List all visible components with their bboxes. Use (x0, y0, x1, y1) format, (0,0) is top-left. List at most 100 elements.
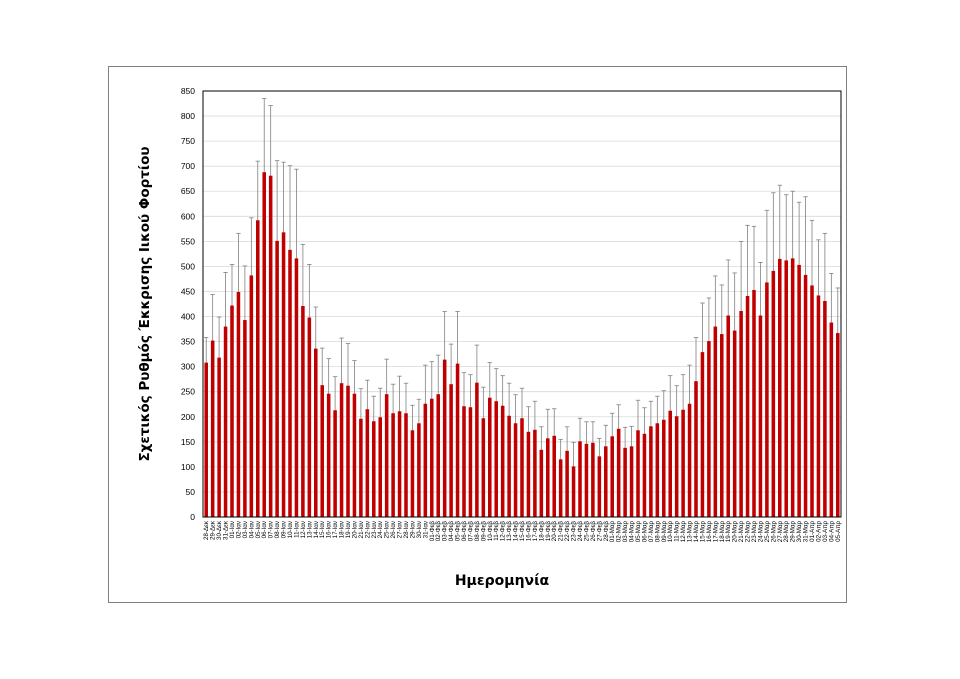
bar (268, 175, 273, 517)
x-tick-label: 02-Φεβ (435, 521, 442, 542)
bar (475, 382, 479, 517)
y-tick-label: 350 (181, 337, 195, 347)
x-tick-label: 14-Μαρ (693, 521, 700, 543)
bars (204, 172, 840, 518)
bar (513, 423, 518, 517)
y-tick-label: 650 (181, 186, 195, 196)
x-tick-label: 21-Φεβ (558, 521, 565, 542)
x-tick-label: 05-Ιαν (255, 521, 262, 538)
x-tick-label: 28-Μαρ (783, 521, 790, 543)
bar (410, 430, 415, 517)
y-tick-label: 700 (181, 161, 195, 171)
bar (836, 333, 840, 517)
x-tick-label: 31-Δεκ (223, 520, 230, 540)
x-tick-label: 22-Μαρ (745, 521, 752, 543)
x-tick-label: 22-Ιαν (364, 521, 371, 538)
bar (597, 456, 602, 517)
bar (314, 348, 318, 517)
x-tick-label: 09-Φεβ (480, 521, 487, 542)
y-tick-label: 450 (181, 286, 195, 296)
bar (623, 447, 627, 517)
bar (784, 260, 788, 517)
bar (546, 438, 550, 517)
bar (732, 330, 737, 517)
x-tick-label: 29-Ιαν (409, 521, 416, 538)
bar (649, 426, 653, 517)
x-tick-label: 04-Μαρ (629, 521, 636, 543)
bar (829, 322, 834, 517)
bar (629, 446, 634, 517)
x-tick-label: 29-Μαρ (790, 521, 797, 543)
x-tick-label: 04-Ιαν (248, 521, 255, 538)
bar (816, 295, 821, 517)
x-tick-label: 03-Μαρ (622, 521, 629, 543)
bar (384, 394, 389, 517)
x-tick-label: 31-Μαρ (803, 521, 810, 543)
x-tick-label: 27-Φεβ (596, 521, 603, 542)
bar (713, 326, 718, 517)
bar-chart: 0 50 100 150 200 250 300 350 400 450 500 550 600 650 7… (137, 86, 842, 589)
x-tick-label: 28-Φεβ (603, 521, 610, 542)
bar (520, 418, 524, 517)
x-tick-label: 23-Ιαν (371, 521, 378, 538)
bar (700, 352, 705, 517)
bar (662, 419, 666, 517)
bar (468, 407, 473, 517)
bar (462, 406, 466, 517)
bar (430, 398, 434, 517)
x-tick-label: 27-Μαρ (777, 521, 784, 543)
x-tick-label: 23-Μαρ (751, 521, 758, 543)
x-tick-label: 08-Φεβ (474, 521, 481, 542)
bar (726, 315, 730, 517)
x-tick-label: 19-Μαρ (725, 521, 732, 543)
bar (707, 341, 711, 517)
x-tick-label: 13-Μαρ (687, 521, 694, 543)
bar (571, 466, 576, 517)
x-tick-label: 16-Ιαν (326, 521, 333, 538)
bar (275, 240, 279, 518)
x-tick-label: 02-Ιαν (235, 521, 242, 538)
x-tick-label: 30-Μαρ (796, 521, 803, 543)
x-tick-label: 12-Ιαν (300, 521, 307, 538)
x-tick-label: 01-Φεβ (429, 521, 436, 542)
x-tick-label: 08-Μαρ (654, 521, 661, 543)
bar (720, 334, 724, 517)
x-tick-label: 22-Φεβ (564, 521, 571, 542)
x-tick-label: 15-Ιαν (319, 521, 326, 538)
bar (281, 232, 286, 517)
bar (372, 421, 376, 517)
x-tick-label: 03-Απρ (822, 521, 829, 542)
x-tick-label: 24-Μαρ (757, 521, 764, 543)
bar (803, 274, 808, 517)
x-tick-label: 14-Φεβ (513, 521, 520, 542)
bar (694, 381, 698, 517)
x-tick-label: 11-Μαρ (674, 521, 681, 542)
x-tick-label: 18-Μαρ (719, 521, 726, 543)
bar (790, 258, 795, 517)
y-tick-label: 500 (181, 261, 195, 271)
x-tick-label: 01-Ιαν (229, 521, 236, 538)
bar (552, 435, 556, 517)
x-tick-label: 16-Φεβ (525, 521, 532, 542)
y-axis-title: Σχετικός Ρυθμός Έκκρισης Ιικού Φορτίου (137, 146, 153, 461)
x-tick-label: 07-Φεβ (467, 521, 474, 542)
x-tick-label: 29-Δεκ (210, 520, 217, 540)
y-tick-label: 250 (181, 387, 195, 397)
x-tick-label: 20-Ιαν (351, 521, 358, 538)
y-tick-label: 100 (181, 462, 195, 472)
x-tick-label: 27-Ιαν (397, 521, 404, 538)
x-tick-label: 24-Ιαν (377, 521, 384, 538)
x-tick-label: 20-Μαρ (732, 521, 739, 543)
x-tick-label: 30-Ιαν (416, 521, 423, 538)
bar (256, 220, 260, 517)
x-tick-label: 21-Μαρ (738, 521, 745, 543)
bar (455, 363, 460, 517)
bar (778, 258, 782, 517)
x-axis-title: Ημερομηνία (455, 573, 550, 589)
y-tick-label: 200 (181, 412, 195, 422)
x-tick-label: 05-Φεβ (455, 521, 462, 542)
x-tick-label: 07-Ιαν (268, 521, 275, 538)
chart-frame: 0 50 100 150 200 250 300 350 400 450 500 550 600 650 7… (108, 66, 847, 603)
x-tick-label: 04-Φεβ (448, 521, 455, 542)
x-tick-label: 15-Μαρ (699, 521, 706, 543)
